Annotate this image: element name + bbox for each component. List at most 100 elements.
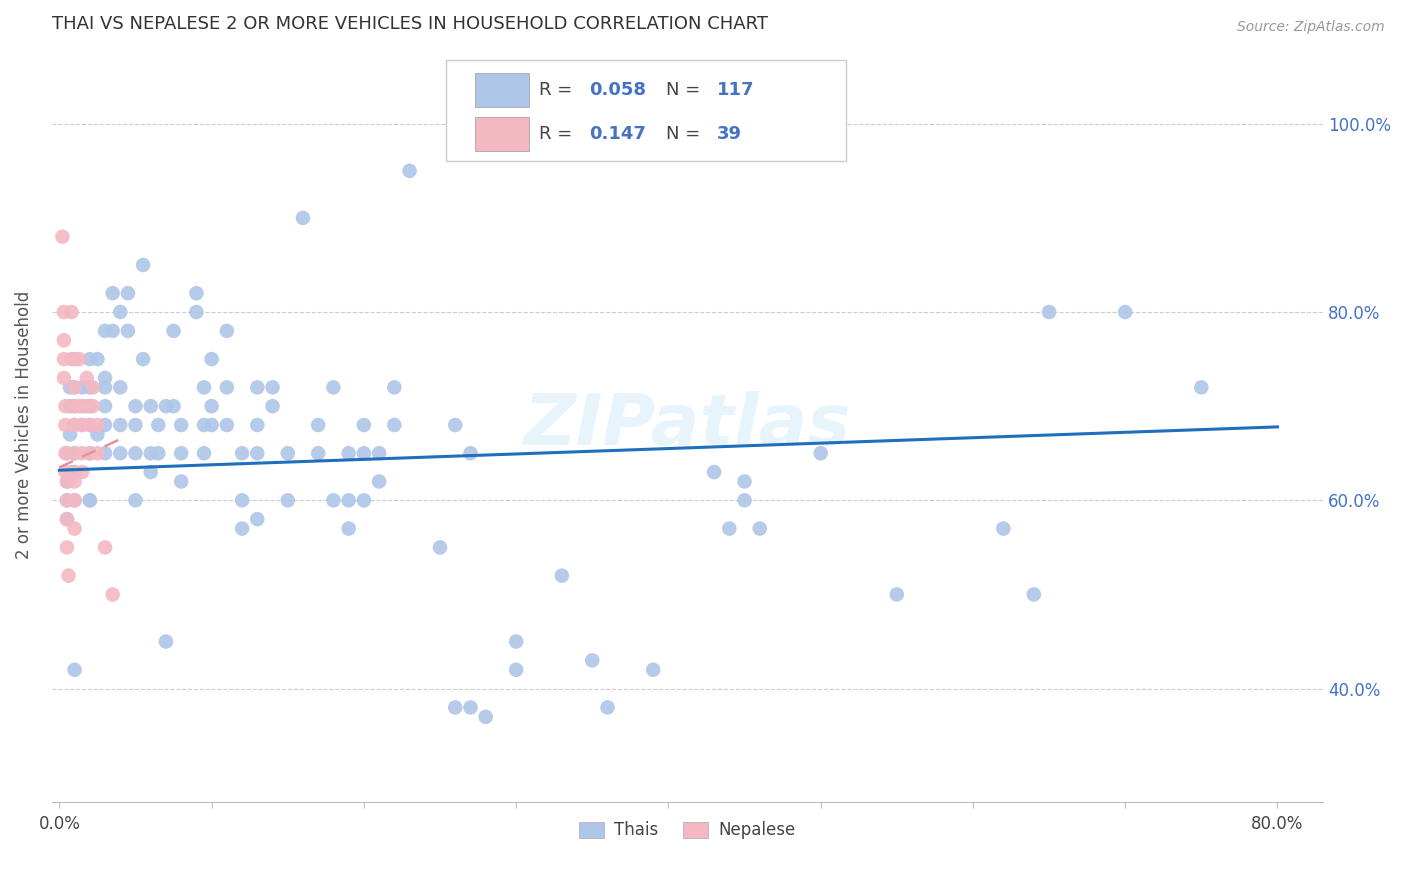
- Text: R =: R =: [538, 81, 578, 99]
- Point: [124, 493, 146, 508]
- Point: [505, 634, 527, 648]
- Point: [162, 399, 184, 413]
- Point: [1022, 587, 1045, 601]
- Point: [262, 399, 284, 413]
- Point: [67, 352, 90, 367]
- Point: [117, 286, 139, 301]
- Point: [63, 380, 86, 394]
- Point: [596, 700, 619, 714]
- Point: [382, 417, 405, 432]
- Point: [368, 446, 391, 460]
- Point: [52, 371, 75, 385]
- Point: [1038, 305, 1060, 319]
- Point: [734, 493, 756, 508]
- Point: [86, 446, 108, 460]
- Point: [474, 710, 496, 724]
- FancyBboxPatch shape: [446, 60, 846, 161]
- Point: [277, 446, 299, 460]
- Point: [110, 417, 132, 432]
- Point: [110, 305, 132, 319]
- Point: [231, 522, 253, 536]
- Point: [56, 541, 79, 555]
- Point: [58, 568, 80, 582]
- Point: [993, 522, 1015, 536]
- Point: [79, 493, 101, 508]
- Point: [59, 399, 82, 413]
- Point: [94, 417, 117, 432]
- Point: [56, 493, 79, 508]
- Point: [59, 427, 82, 442]
- Text: THAI VS NEPALESE 2 OR MORE VEHICLES IN HOUSEHOLD CORRELATION CHART: THAI VS NEPALESE 2 OR MORE VEHICLES IN H…: [52, 15, 768, 33]
- Text: 117: 117: [717, 81, 754, 99]
- Point: [70, 417, 93, 432]
- Point: [1189, 380, 1212, 394]
- Point: [63, 380, 86, 394]
- Point: [322, 493, 344, 508]
- Point: [63, 663, 86, 677]
- Point: [52, 352, 75, 367]
- Point: [193, 417, 215, 432]
- Point: [101, 587, 124, 601]
- Point: [148, 417, 170, 432]
- Point: [63, 522, 86, 536]
- Point: [70, 399, 93, 413]
- Text: N =: N =: [666, 125, 706, 143]
- Point: [231, 446, 253, 460]
- Point: [55, 399, 77, 413]
- Point: [52, 305, 75, 319]
- Point: [429, 541, 451, 555]
- Point: [63, 465, 86, 479]
- Point: [63, 417, 86, 432]
- Point: [94, 324, 117, 338]
- Point: [307, 417, 329, 432]
- Legend: Thais, Nepalese: Thais, Nepalese: [572, 814, 803, 846]
- Point: [215, 417, 238, 432]
- Point: [581, 653, 603, 667]
- Point: [63, 446, 86, 460]
- Point: [60, 305, 83, 319]
- Point: [277, 493, 299, 508]
- Point: [460, 446, 482, 460]
- Point: [94, 399, 117, 413]
- Point: [101, 324, 124, 338]
- FancyBboxPatch shape: [475, 117, 529, 151]
- Point: [63, 493, 86, 508]
- Point: [82, 399, 104, 413]
- Text: 0.058: 0.058: [589, 81, 647, 99]
- Point: [155, 634, 177, 648]
- Point: [444, 417, 467, 432]
- Point: [262, 380, 284, 394]
- Point: [63, 399, 86, 413]
- Point: [60, 465, 83, 479]
- Point: [59, 380, 82, 394]
- Text: Source: ZipAtlas.com: Source: ZipAtlas.com: [1237, 20, 1385, 34]
- Point: [56, 493, 79, 508]
- Point: [70, 465, 93, 479]
- Text: R =: R =: [538, 125, 583, 143]
- Point: [139, 446, 162, 460]
- Point: [60, 352, 83, 367]
- Point: [246, 512, 269, 526]
- Point: [79, 493, 101, 508]
- Point: [337, 522, 360, 536]
- Point: [63, 493, 86, 508]
- Point: [748, 522, 770, 536]
- Point: [337, 446, 360, 460]
- Point: [56, 446, 79, 460]
- Point: [76, 371, 98, 385]
- Point: [810, 446, 832, 460]
- Point: [201, 417, 224, 432]
- Point: [201, 399, 224, 413]
- Point: [231, 493, 253, 508]
- Point: [67, 399, 90, 413]
- Text: 39: 39: [717, 125, 742, 143]
- Point: [63, 465, 86, 479]
- Point: [79, 417, 101, 432]
- Point: [170, 475, 193, 489]
- Point: [110, 446, 132, 460]
- Point: [79, 352, 101, 367]
- Point: [246, 380, 269, 394]
- Point: [551, 568, 574, 582]
- Text: ZIPatlas: ZIPatlas: [524, 391, 851, 459]
- Point: [76, 399, 98, 413]
